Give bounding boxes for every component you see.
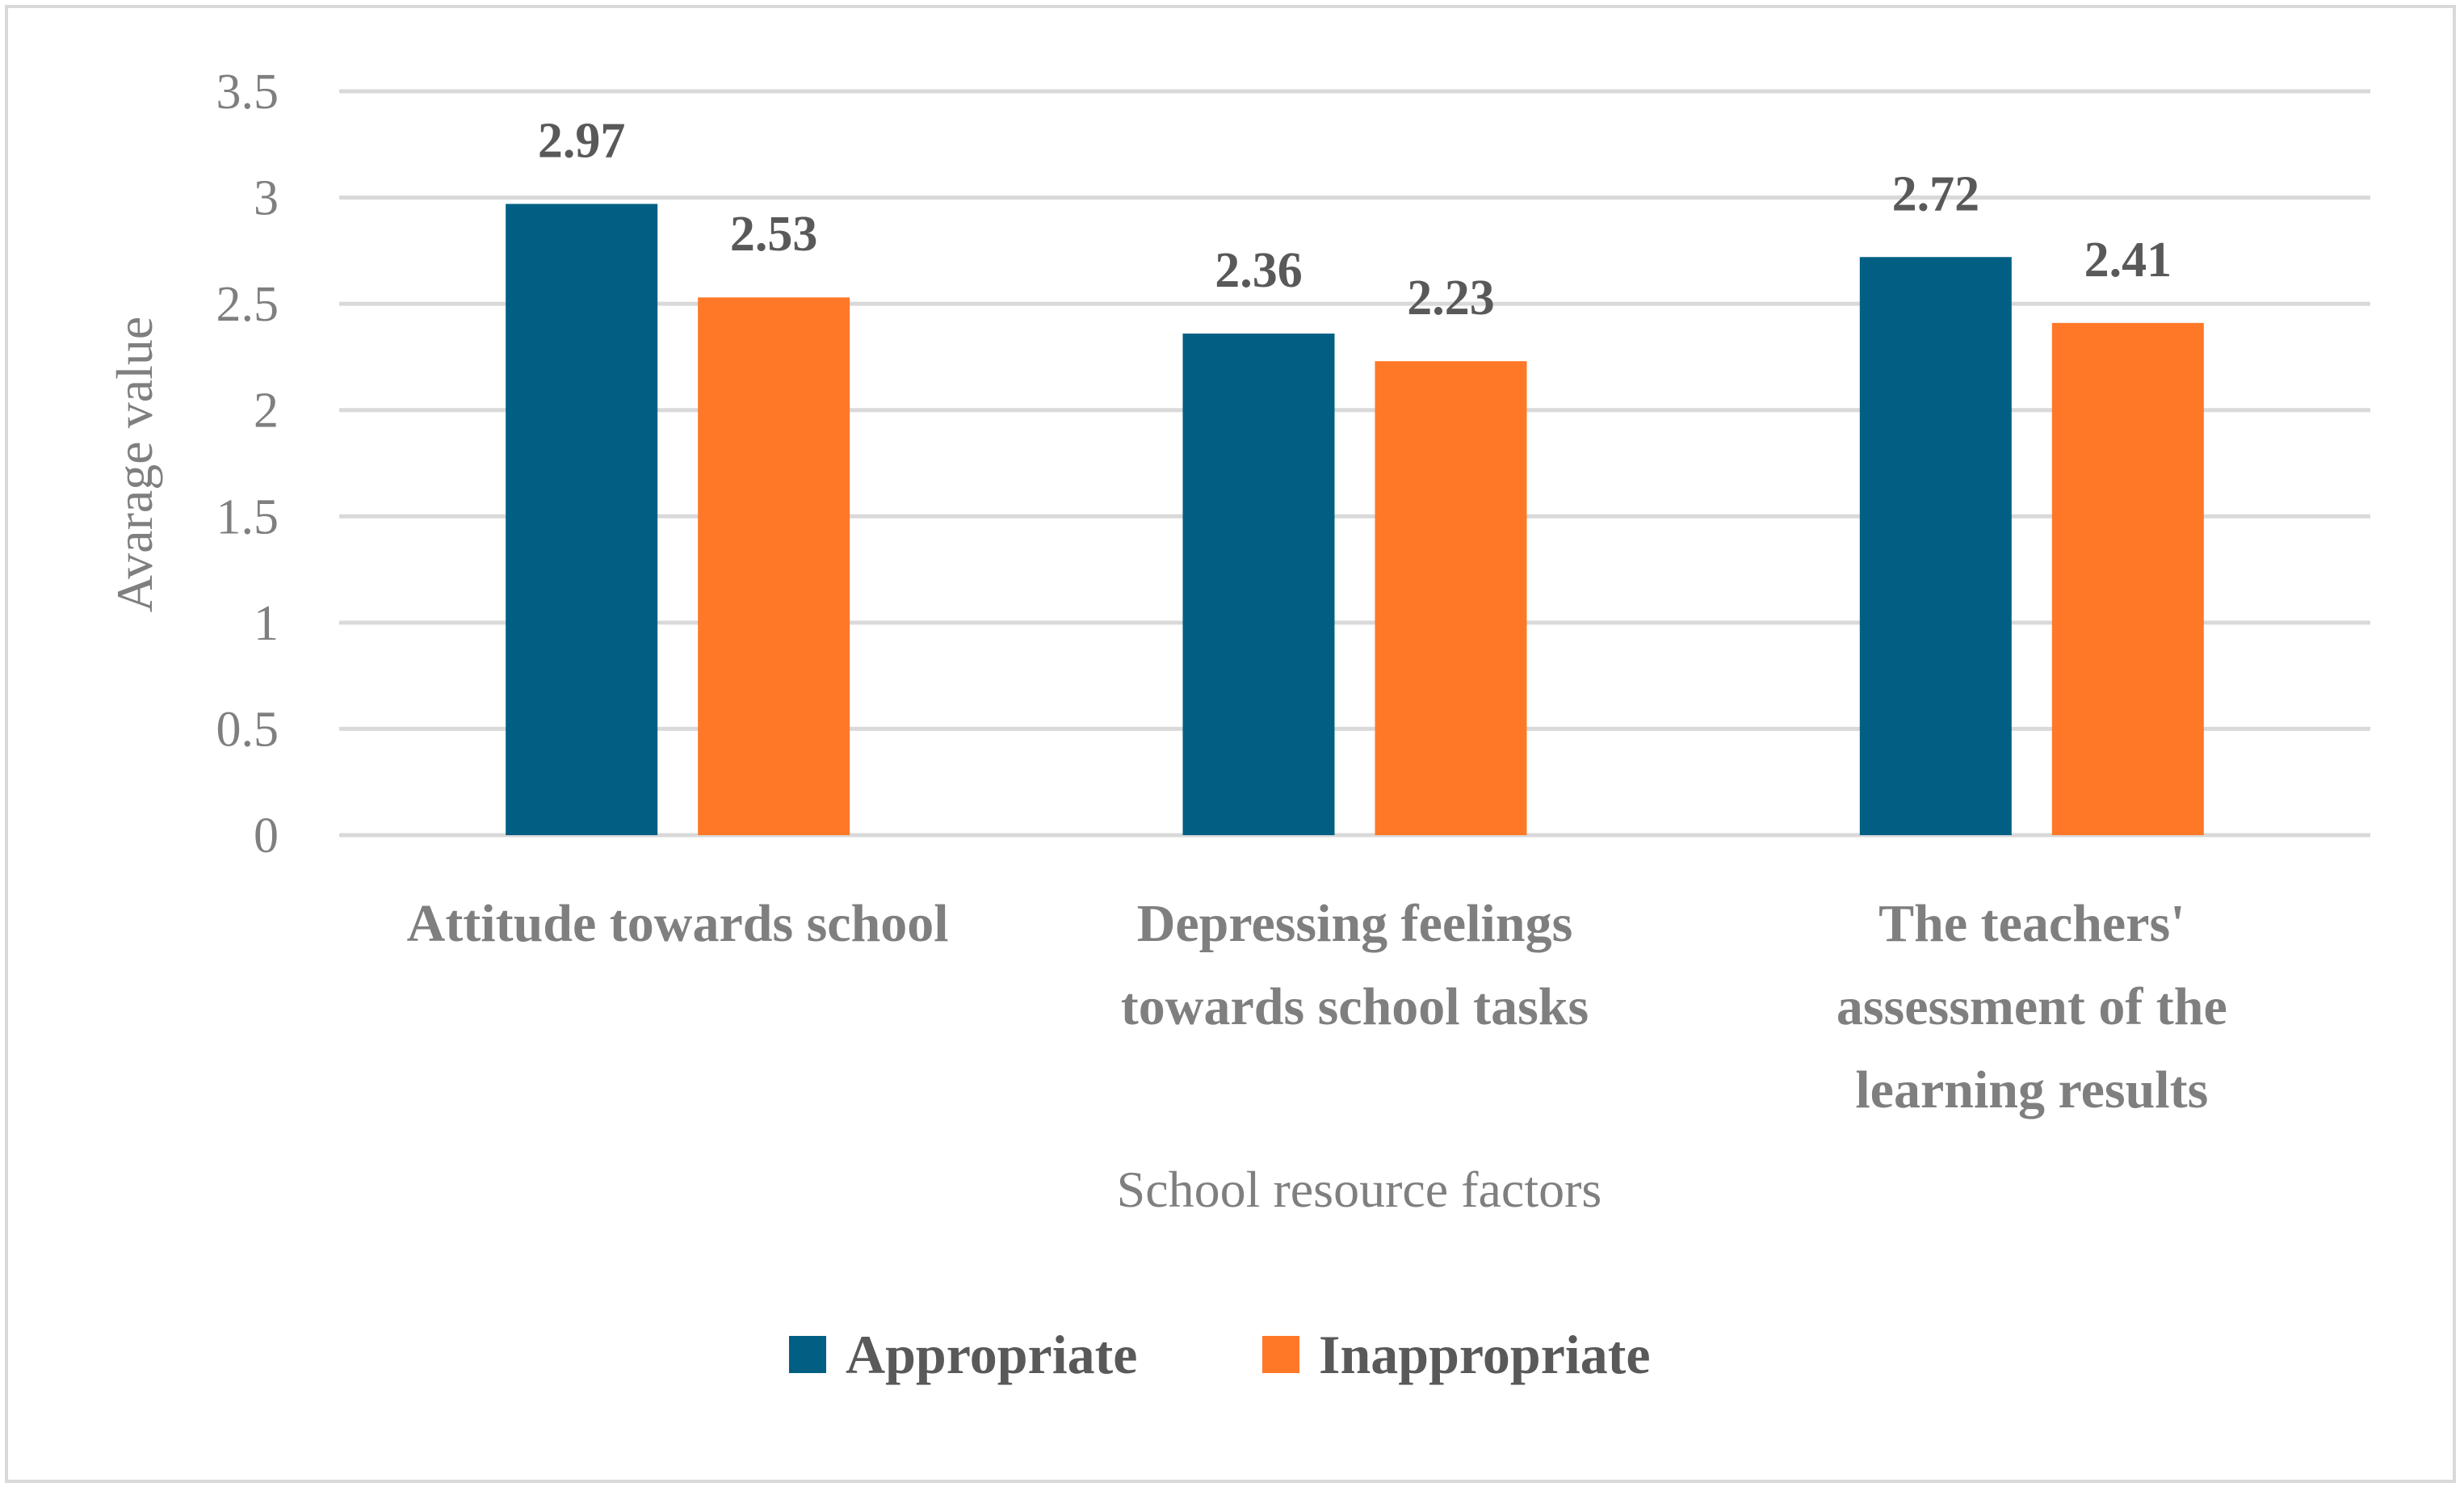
x-category-label: Attitude towards school (407, 894, 949, 953)
x-axis-title: School resource factors (1117, 1161, 1602, 1218)
data-label: 2.53 (730, 207, 818, 262)
x-category-label: The teachers' (1878, 894, 2185, 953)
legend-swatch-appropriate (789, 1336, 826, 1373)
y-axis-ticks: 0 0.5 1 1.5 2 2.5 3 3.5 (216, 65, 279, 863)
bars (506, 204, 2204, 836)
x-category-label: towards school tasks (1121, 977, 1589, 1036)
y-tick-label: 2 (254, 384, 279, 439)
x-category-label: assessment of the (1836, 977, 2227, 1036)
data-label: 2.72 (1892, 166, 1980, 221)
bar-appropriate-1 (506, 204, 658, 836)
bar-inappropriate-2 (1375, 361, 1527, 836)
y-tick-label: 3.5 (216, 65, 279, 120)
legend-label-appropriate: Appropriate (846, 1324, 1137, 1385)
x-category-label: Depressing feelings (1137, 894, 1573, 953)
legend: Appropriate Inappropriate (789, 1324, 1651, 1385)
y-tick-label: 0.5 (216, 702, 279, 757)
data-label: 2.41 (2084, 233, 2172, 288)
bar-inappropriate-1 (698, 297, 850, 836)
y-axis-title: Avarage value (106, 317, 163, 613)
data-labels: 2.97 2.36 2.72 2.53 2.23 2.41 (538, 113, 2172, 326)
data-label: 2.97 (538, 113, 626, 168)
y-tick-label: 1 (254, 596, 279, 651)
y-tick-label: 2.5 (216, 277, 279, 332)
bar-appropriate-3 (1859, 257, 2012, 835)
data-label: 2.23 (1407, 271, 1495, 326)
x-axis-categories: Attitude towards school Depressing feelin… (407, 894, 2227, 1119)
gridlines (339, 89, 2370, 838)
bar-appropriate-2 (1182, 333, 1335, 835)
y-tick-label: 0 (254, 808, 279, 863)
x-category-label: learning results (1855, 1060, 2208, 1119)
y-tick-label: 1.5 (216, 489, 279, 544)
data-label: 2.36 (1215, 243, 1303, 298)
legend-label-inappropriate: Inappropriate (1319, 1324, 1651, 1385)
legend-swatch-inappropriate (1262, 1336, 1299, 1373)
y-tick-label: 3 (254, 171, 279, 226)
bar-inappropriate-3 (2051, 322, 2204, 836)
